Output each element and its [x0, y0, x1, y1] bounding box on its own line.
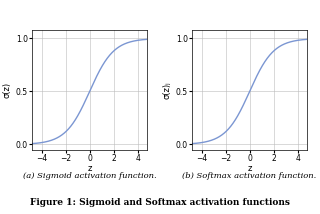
X-axis label: z: z — [247, 164, 252, 173]
Y-axis label: σ(z)ⱼ: σ(z)ⱼ — [163, 81, 172, 99]
Text: Figure 1: Sigmoid and Softmax activation functions: Figure 1: Sigmoid and Softmax activation… — [30, 198, 290, 207]
Y-axis label: σ(z): σ(z) — [3, 82, 12, 98]
Text: (b) Softmax activation function.: (b) Softmax activation function. — [182, 172, 317, 180]
Text: (a) Sigmoid activation function.: (a) Sigmoid activation function. — [23, 172, 156, 180]
X-axis label: z: z — [87, 164, 92, 173]
